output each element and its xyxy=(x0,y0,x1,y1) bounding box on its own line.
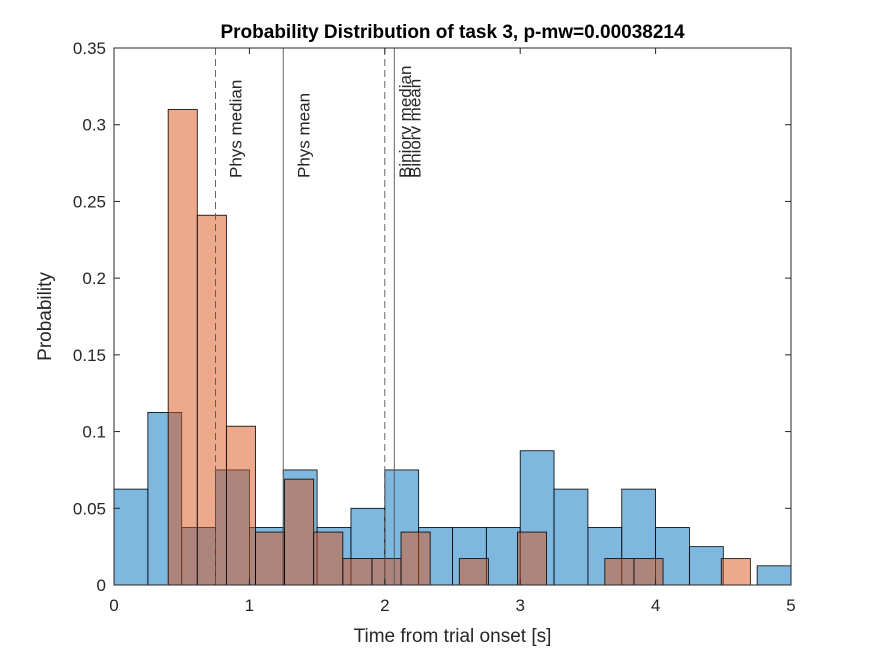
chart-title: Probability Distribution of task 3, p-mw… xyxy=(220,22,684,43)
axes-box xyxy=(113,47,792,586)
histogram-bar xyxy=(167,108,198,586)
y-tick-label: 0.15 xyxy=(73,346,106,365)
histogram-bar xyxy=(400,531,431,586)
histogram-bar xyxy=(284,478,315,586)
histogram-bar xyxy=(196,214,227,586)
x-tick-label: 2 xyxy=(380,596,389,615)
histogram-bar xyxy=(342,558,373,586)
reference-lines-layer: Phys median Phys mean Biniorv medianBinior… xyxy=(215,48,424,585)
x-tick-label: 5 xyxy=(786,596,795,615)
x-tick-label: 0 xyxy=(109,596,118,615)
y-tick-label: 0.1 xyxy=(82,423,106,442)
histogram-bar xyxy=(485,527,521,586)
histogram-bar xyxy=(553,488,589,586)
reference-line-label: Phys mean xyxy=(294,93,313,178)
histogram-bar xyxy=(604,558,635,586)
histogram-bar xyxy=(225,425,256,586)
y-tick-label: 0.3 xyxy=(82,116,106,135)
histogram-bar xyxy=(689,546,724,586)
reference-line-label: Biniorv median xyxy=(396,66,415,178)
histogram-bar xyxy=(458,558,489,586)
histogram-bar xyxy=(517,531,548,586)
histogram-bar xyxy=(756,565,792,586)
y-tick-label: 0.35 xyxy=(73,39,106,58)
reference-line-label: Biniorv mean xyxy=(405,79,424,178)
y-axis-label: Probability xyxy=(35,272,56,361)
histogram-bar xyxy=(113,488,149,586)
x-tick-label: 4 xyxy=(651,596,660,615)
histogram-bar xyxy=(255,531,286,586)
y-tick-label: 0 xyxy=(97,576,106,595)
histogram-bar xyxy=(371,558,402,586)
histogram-bar xyxy=(313,531,344,586)
reference-line-label: Phys median xyxy=(227,80,246,178)
bars-layer xyxy=(113,108,792,586)
y-tick-label: 0.2 xyxy=(82,269,106,288)
histogram-bar xyxy=(720,558,751,586)
x-axis-label: Time from trial onset [s] xyxy=(354,626,552,647)
y-tick-label: 0.25 xyxy=(73,192,106,211)
ticks-layer: 0 1 2 3 4 5 0 0.05 0.1 0.15 0.2 0.25 0.3 0.35 xyxy=(73,39,796,615)
histogram-bar xyxy=(633,558,664,586)
x-tick-label: 1 xyxy=(245,596,254,615)
x-tick-label: 3 xyxy=(515,596,524,615)
y-tick-label: 0.05 xyxy=(73,499,106,518)
